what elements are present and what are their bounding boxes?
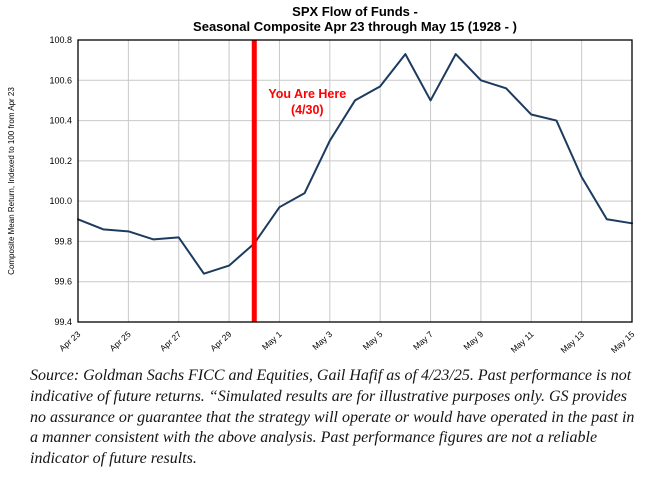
y-axis-label: Composite Mean Return, Indexed to 100 fr…: [7, 87, 16, 275]
y-tick-label: 99.4: [54, 317, 72, 327]
you-are-here-label-line2: (4/30): [291, 103, 324, 117]
x-tick-label: May 13: [559, 329, 587, 355]
x-tick-label: May 7: [411, 329, 435, 352]
plot-border: [77, 39, 633, 323]
x-tick-label: Apr 23: [57, 329, 83, 353]
x-tick-label: May 3: [310, 329, 334, 352]
x-tick-label: May 11: [509, 329, 536, 355]
x-tick-label: Apr 27: [158, 329, 184, 353]
y-tick-label: 99.8: [54, 236, 72, 246]
y-tick-label: 100.0: [49, 196, 72, 206]
x-tick-label: May 1: [260, 329, 284, 352]
x-tick-label: Apr 29: [208, 329, 234, 353]
y-tick-label: 99.6: [54, 277, 72, 287]
x-tick-label: May 9: [461, 329, 485, 352]
chart-title-line1: SPX Flow of Funds -: [292, 4, 418, 19]
x-tick-label: May 15: [609, 329, 637, 355]
y-tick-label: 100.6: [49, 75, 72, 85]
y-tick-label: 100.8: [49, 35, 72, 45]
composite-return-line: [77, 53, 633, 275]
chart-canvas: 99.4 99.6 99.8 100.0 100.2 100.4 100.6 100.8 Apr…: [7, 4, 637, 355]
y-tick-label: 100.2: [49, 156, 72, 166]
spx-flow-of-funds-chart: 99.4 99.6 99.8 100.0 100.2 100.4 100.6 100.8 Apr…: [7, 4, 637, 355]
y-tick-label: 100.4: [49, 116, 72, 126]
you-are-here-label-line1: You Are Here: [268, 87, 346, 101]
source-disclaimer-text: Source: Goldman Sachs FICC and Equities,…: [30, 367, 635, 468]
x-tick-label: May 5: [361, 329, 385, 352]
chart-title-line2: Seasonal Composite Apr 23 through May 15…: [193, 19, 517, 34]
x-tick-label: Apr 25: [107, 329, 133, 353]
